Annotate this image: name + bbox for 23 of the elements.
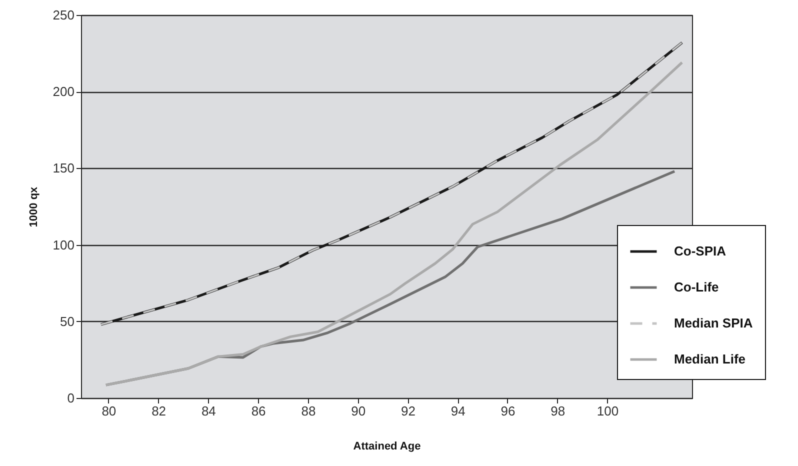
x-tick-label: 100 <box>596 404 619 418</box>
x-tick-label: 92 <box>400 404 416 418</box>
legend-label: Median SPIA <box>674 316 754 330</box>
x-tick-label: 96 <box>500 404 516 418</box>
x-axis-title: Attained Age <box>353 440 421 452</box>
x-tick-label: 88 <box>301 404 316 418</box>
legend-label: Co-SPIA <box>674 244 727 258</box>
y-tick-label: 150 <box>52 160 74 176</box>
x-tick-label: 98 <box>550 404 566 418</box>
legend-label: Median Life <box>674 352 746 366</box>
y-tick-label: 100 <box>52 237 74 252</box>
x-tick-label: 80 <box>102 404 116 418</box>
y-tick-label: 0 <box>67 390 74 406</box>
x-tick-label: 86 <box>251 404 266 418</box>
y-tick-label: 50 <box>60 314 74 329</box>
legend-label: Co-Life <box>674 280 719 294</box>
x-tick-label: 84 <box>201 404 216 418</box>
x-tick-label: 82 <box>152 404 166 418</box>
y-axis-title: 1000 qx <box>28 186 40 228</box>
y-tick-label: 200 <box>52 84 74 100</box>
x-tick-label: 94 <box>450 404 466 418</box>
y-tick-label: 250 <box>52 8 74 22</box>
x-tick-label: 90 <box>351 404 366 418</box>
